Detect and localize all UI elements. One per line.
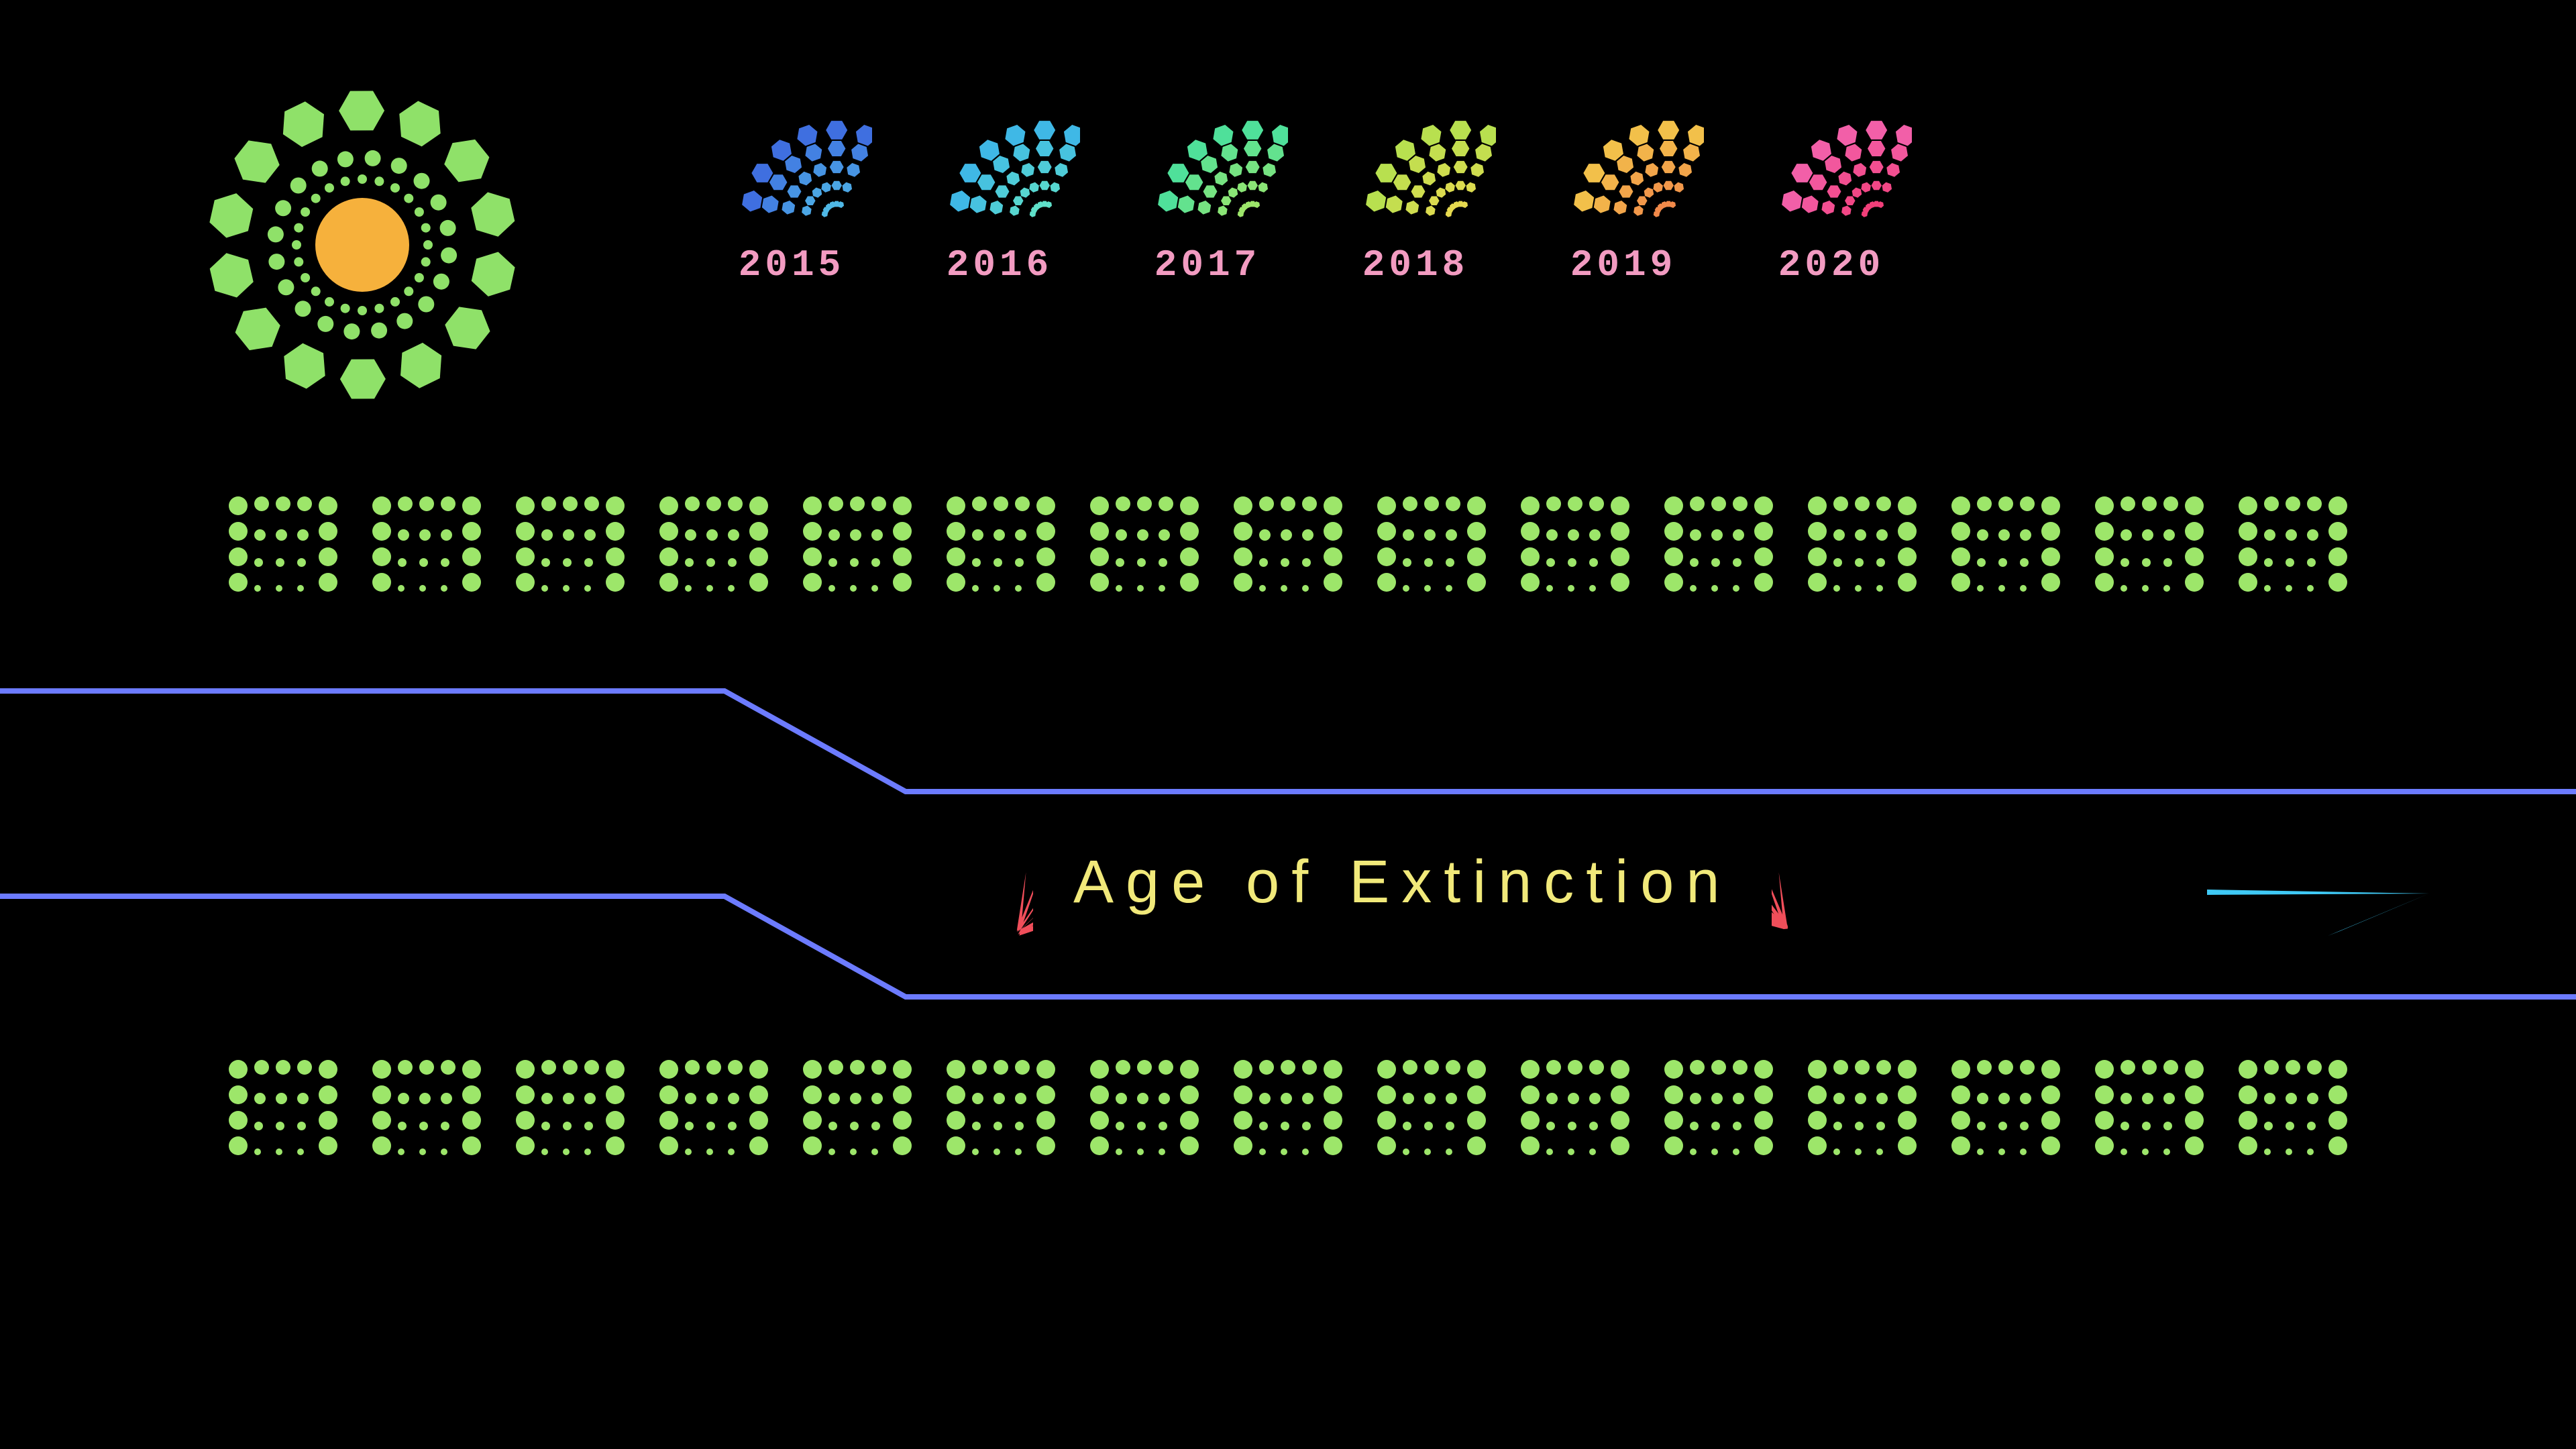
dot-group	[2239, 1060, 2347, 1155]
page-title: Age of Extinction	[1073, 848, 1731, 917]
wing-right-icon	[1772, 828, 1872, 936]
dot-group	[1521, 1060, 1629, 1155]
title-row: Age of Extinction	[932, 828, 1872, 936]
dot-group	[1090, 1060, 1199, 1155]
dot-group	[516, 1060, 625, 1155]
lane-line-bottom	[0, 0, 2576, 1449]
dot-group	[1951, 1060, 2060, 1155]
dot-group	[1234, 1060, 1342, 1155]
dot-group	[659, 1060, 768, 1155]
dot-group	[2095, 1060, 2204, 1155]
dot-group	[1664, 1060, 1773, 1155]
dot-group	[803, 1060, 912, 1155]
dot-group	[947, 1060, 1055, 1155]
forward-arrow-icon[interactable]	[2207, 842, 2449, 936]
dot-group	[229, 1060, 337, 1155]
wing-left-icon	[932, 828, 1033, 936]
dot-group	[372, 1060, 481, 1155]
dot-group	[1808, 1060, 1917, 1155]
dot-band-bottom	[0, 1060, 2576, 1155]
dot-group	[1377, 1060, 1486, 1155]
